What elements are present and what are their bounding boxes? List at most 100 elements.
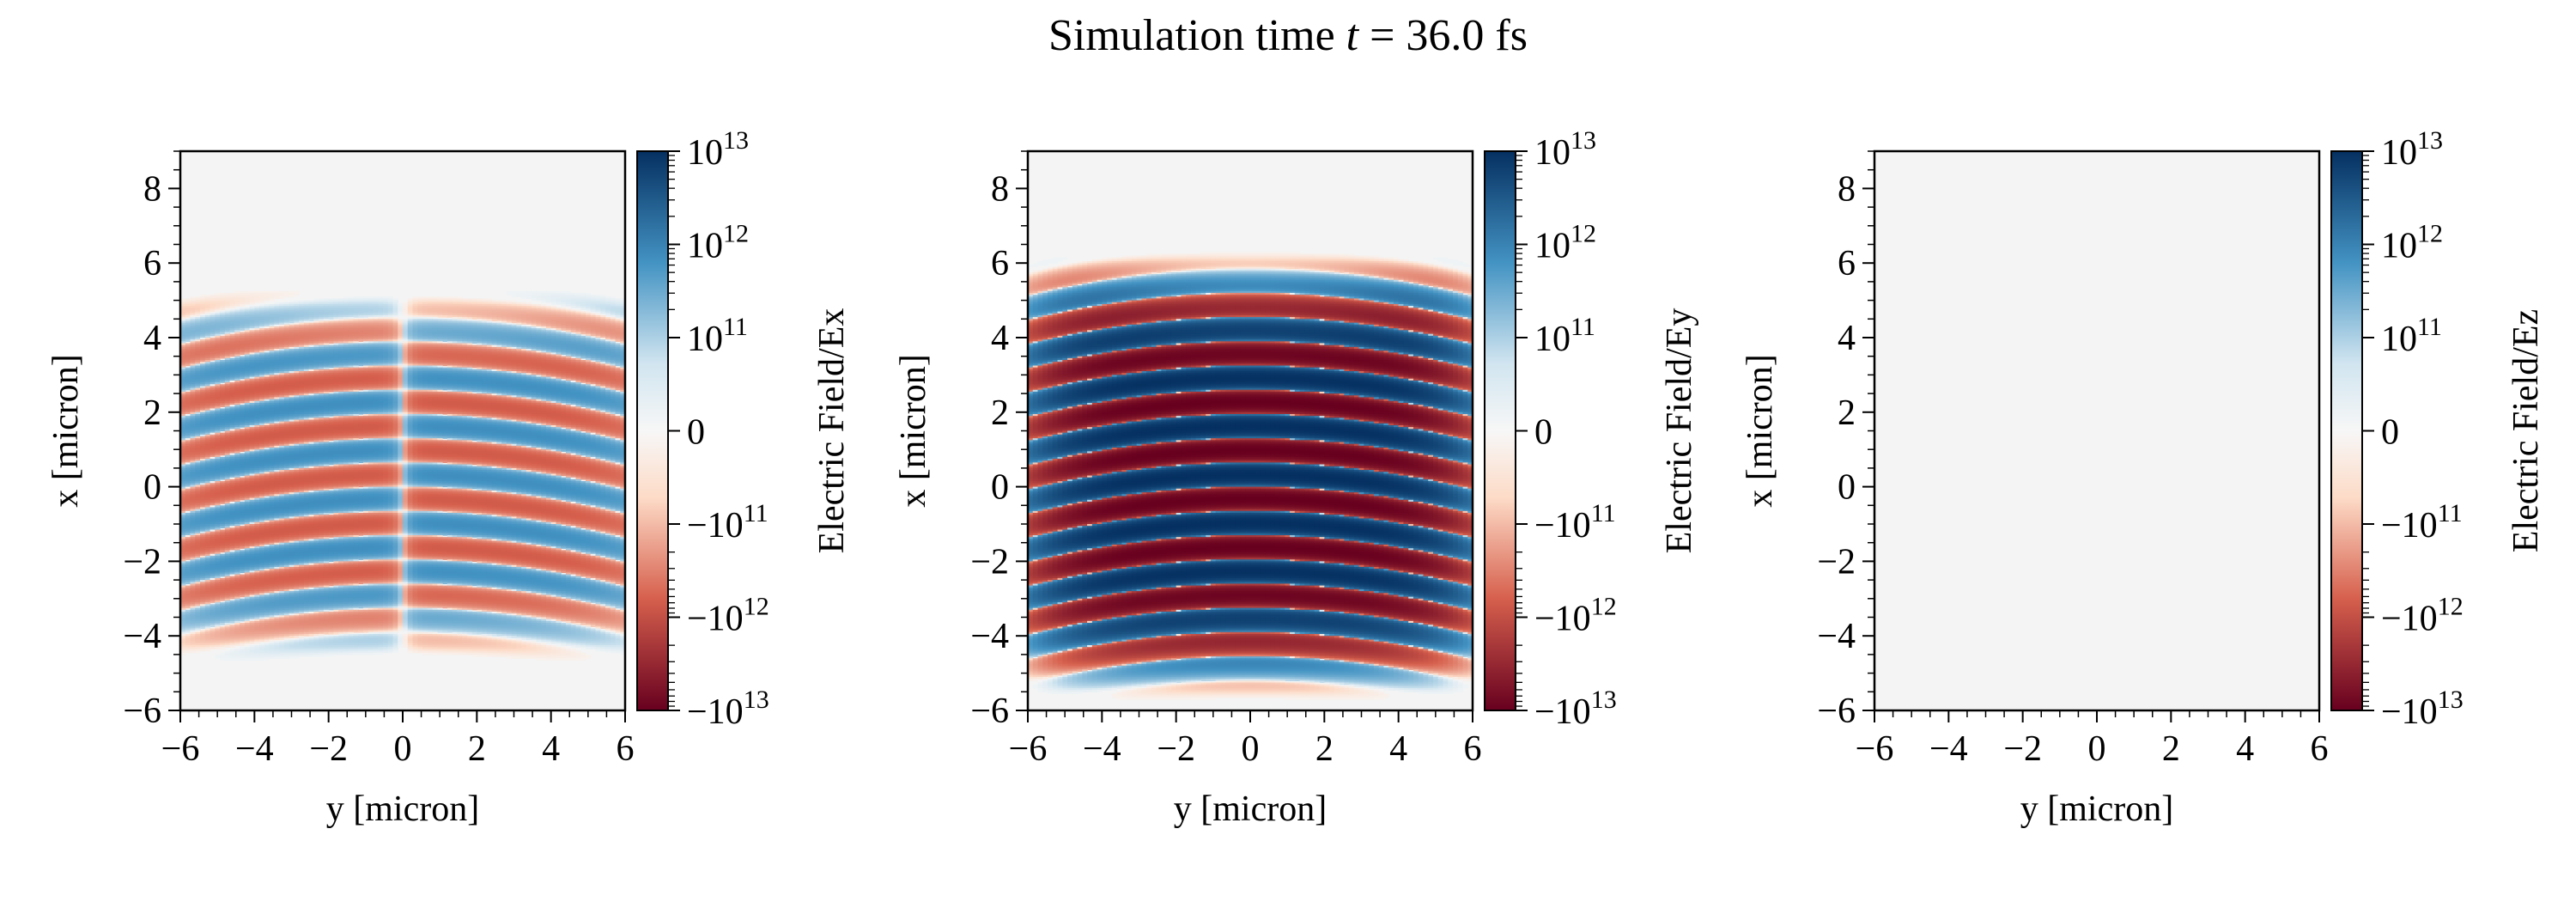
- heatmap-cell: [541, 306, 547, 308]
- heatmap-cell: [358, 349, 364, 351]
- heatmap-cell: [244, 326, 251, 329]
- heatmap-cell: [521, 341, 527, 344]
- figure-title: Simulation time t = 36.0 fs: [1048, 11, 1528, 60]
- heatmap-cell: [403, 328, 409, 331]
- heatmap-cell: [412, 341, 418, 344]
- heatmap-cell: [452, 350, 458, 353]
- heatmap-cell: [294, 306, 300, 308]
- heatmap-cell: [442, 308, 448, 311]
- heatmap-cell: [269, 313, 275, 316]
- heatmap-cell: [215, 313, 221, 316]
- heatmap-cell: [333, 339, 339, 342]
- heatmap-cell: [348, 300, 355, 303]
- heatmap-cell: [204, 338, 211, 340]
- heatmap-cell: [289, 314, 295, 318]
- heatmap-cell: [259, 292, 265, 296]
- heatmap-cell: [496, 338, 502, 340]
- heatmap-cell: [506, 330, 513, 333]
- heatmap-cell: [580, 302, 586, 305]
- heatmap-cell: [477, 319, 483, 322]
- heatmap-cell: [442, 314, 448, 318]
- heatmap-cell: [234, 295, 240, 297]
- heatmap-cell: [615, 332, 621, 335]
- heatmap-cell: [610, 328, 617, 331]
- heatmap-cell: [358, 314, 364, 318]
- heatmap-cell: [200, 309, 206, 313]
- heatmap-cell: [580, 380, 586, 383]
- heatmap-cell: [412, 338, 418, 340]
- heatmap-cell: [545, 339, 552, 342]
- heatmap-cell: [477, 343, 483, 346]
- heatmap-cell: [501, 349, 507, 351]
- heatmap-cell: [299, 322, 305, 326]
- heatmap-cell: [362, 303, 369, 307]
- heatmap-cell: [550, 332, 557, 335]
- heatmap-cell: [491, 335, 497, 338]
- heatmap-cell: [392, 338, 398, 340]
- heatmap-cell: [378, 296, 384, 300]
- heatmap-cell: [362, 341, 369, 344]
- heatmap-cell: [427, 314, 434, 318]
- heatmap-cell: [457, 326, 463, 329]
- heatmap-cell: [185, 387, 191, 391]
- heatmap-cell: [254, 322, 260, 326]
- heatmap-cell: [204, 295, 211, 297]
- heatmap-cell: [328, 389, 335, 393]
- heatmap-cell: [600, 306, 606, 308]
- heatmap-cell: [605, 339, 611, 342]
- heatmap-cell: [274, 320, 280, 324]
- heatmap-cell: [283, 350, 290, 353]
- heatmap-cell: [353, 311, 359, 314]
- heatmap-cell: [615, 303, 621, 307]
- heatmap-cell: [615, 302, 621, 305]
- heatmap-cell: [403, 330, 409, 333]
- heatmap-cell: [259, 346, 265, 350]
- heatmap-cell: [244, 344, 251, 348]
- heatmap-cell: [561, 332, 567, 335]
- heatmap-cell: [561, 326, 567, 329]
- heatmap-cell: [382, 328, 389, 331]
- heatmap-cell: [457, 324, 463, 327]
- heatmap-cell: [240, 311, 246, 314]
- heatmap-cell: [269, 344, 275, 348]
- heatmap-cell: [279, 344, 285, 348]
- heatmap-cell: [536, 343, 542, 346]
- heatmap-cell: [491, 300, 497, 303]
- heatmap-cell: [457, 313, 463, 316]
- heatmap-cell: [373, 335, 379, 338]
- heatmap-cell: [289, 332, 295, 335]
- heatmap-cell: [210, 341, 216, 344]
- heatmap-cell: [323, 346, 330, 350]
- heatmap-cell: [422, 338, 428, 340]
- heatmap-cell: [373, 346, 379, 350]
- heatmap-cell: [556, 319, 562, 322]
- heatmap-cell: [442, 344, 448, 348]
- heatmap-cell: [595, 320, 601, 324]
- heatmap-cell: [437, 332, 443, 335]
- heatmap-cell: [570, 314, 577, 318]
- heatmap-cell: [348, 309, 355, 313]
- heatmap-cell: [561, 350, 567, 353]
- heatmap-cell: [323, 319, 330, 322]
- heatmap-cell: [506, 319, 513, 322]
- heatmap-cell: [283, 303, 290, 307]
- heatmap-cell: [353, 339, 359, 342]
- heatmap-cell: [220, 314, 226, 318]
- heatmap-cell: [274, 303, 280, 307]
- heatmap-cell: [249, 333, 255, 337]
- heatmap-cell: [605, 328, 611, 331]
- heatmap-cell: [427, 311, 434, 314]
- heatmap-cell: [264, 326, 270, 329]
- heatmap-cell: [348, 303, 355, 307]
- heatmap-cell: [511, 314, 517, 318]
- heatmap-cell: [585, 311, 592, 314]
- heatmap-cell: [269, 319, 275, 322]
- heatmap-cell: [264, 317, 270, 320]
- heatmap-cell: [308, 339, 314, 342]
- heatmap-cell: [417, 296, 423, 300]
- heatmap-cell: [220, 311, 226, 314]
- heatmap-cell: [620, 333, 625, 337]
- heatmap-cell: [229, 306, 235, 308]
- heatmap-cell: [294, 328, 300, 331]
- heatmap-cell: [442, 311, 448, 314]
